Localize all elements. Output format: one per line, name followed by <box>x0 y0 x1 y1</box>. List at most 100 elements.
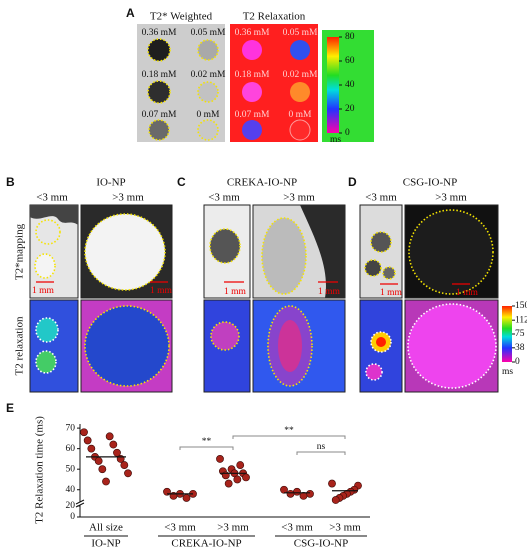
colorbar-tick-label: 75 <box>515 329 525 339</box>
y-tick-label: 40 <box>66 485 76 495</box>
colorbar-tick-label: 60 <box>345 56 355 66</box>
significance-bracket <box>296 451 346 455</box>
point <box>331 496 340 504</box>
conc-label: 0.05 mM <box>191 28 226 38</box>
size-label: <3 mm <box>365 192 397 204</box>
conc-label: 0.18 mM <box>142 70 177 80</box>
point <box>242 473 250 482</box>
significance-bracket <box>179 446 234 450</box>
point <box>105 432 114 441</box>
image-b <box>29 204 173 393</box>
colorbar <box>327 37 339 133</box>
significance-bracket <box>232 435 346 439</box>
point <box>224 479 233 488</box>
axis-break <box>75 499 85 505</box>
y-tick-label: 0 <box>70 512 75 522</box>
size-label: >3 mm <box>283 192 315 204</box>
colorbar-tick-label: 40 <box>345 80 355 90</box>
panel-label: D <box>348 175 357 189</box>
conc-label: 0.05 mM <box>283 28 318 38</box>
scale-label: 1 mm <box>380 288 403 298</box>
conc-label: 0.07 mM <box>142 110 177 120</box>
significance-label: ** <box>284 426 294 436</box>
colorbar-tick-label: 150 <box>515 301 527 311</box>
panel-title: CSG-IO-NP <box>403 177 457 189</box>
scale-label: 1 mm <box>456 288 479 298</box>
size-label: <3 mm <box>36 192 68 204</box>
colorbar-tick-label: 0 <box>345 128 350 138</box>
left-title: T2* Weighted <box>150 11 213 23</box>
point <box>109 440 118 449</box>
colorbar-unit: ms <box>330 135 341 145</box>
colorbar-tick-label: 20 <box>345 104 355 114</box>
panel-title: IO-NP <box>96 177 125 189</box>
colorbar-unit: ms <box>502 367 513 377</box>
point <box>293 487 301 496</box>
conc-label: 0.36 mM <box>235 28 270 38</box>
conc-label: 0.36 mM <box>142 28 177 38</box>
colorbar-tick-label: 38 <box>515 343 525 353</box>
colorbar-tick-label: 112 <box>515 315 527 325</box>
group-label: CREKA-IO-NP <box>171 538 241 550</box>
phantom-wells-t2 <box>242 40 311 141</box>
x-tick-label: <3 mm <box>281 522 313 534</box>
panel-title: CREKA-IO-NP <box>227 177 297 189</box>
point <box>233 475 242 484</box>
point <box>94 457 103 465</box>
panel-label: E <box>6 401 14 415</box>
size-label: >3 mm <box>112 192 144 204</box>
size-label: >3 mm <box>435 192 467 204</box>
point <box>83 436 92 445</box>
row-label: T2*mapping <box>14 223 26 280</box>
panel-label: B <box>6 175 15 189</box>
y-axis-label: T2 Relaxation time (ms) <box>34 416 46 524</box>
point <box>328 479 336 488</box>
right-title: T2 Relaxation <box>243 11 306 23</box>
point <box>87 444 96 453</box>
x-tick-label: <3 mm <box>164 522 196 534</box>
scale-label: 1 mm <box>224 287 247 297</box>
group-label: CSG-IO-NP <box>294 538 348 550</box>
image-c <box>203 204 346 393</box>
panel-label: A <box>126 6 135 20</box>
point <box>102 477 110 486</box>
x-tick-label: All size <box>89 522 123 534</box>
point <box>124 469 132 478</box>
point <box>286 489 295 498</box>
point <box>306 489 314 498</box>
y-tick-label: 50 <box>66 464 76 474</box>
colorbar <box>502 306 512 362</box>
point <box>98 465 107 474</box>
colorbar-tick-label: 0 <box>515 357 520 367</box>
row-label: T2 relaxation <box>14 316 26 375</box>
significance-label: ns <box>317 442 326 452</box>
conc-label: 0.02 mM <box>191 70 226 80</box>
colorbar-tick-label: 80 <box>345 32 355 42</box>
y-tick-label: 70 <box>66 423 76 433</box>
point <box>236 461 245 469</box>
phantom-wells <box>147 38 219 141</box>
conc-label: 0.02 mM <box>283 70 318 80</box>
conc-label: 0.07 mM <box>235 110 270 120</box>
x-tick-label: >3 mm <box>329 522 361 534</box>
x-tick-label: >3 mm <box>217 522 249 534</box>
y-tick-label: 20 <box>66 501 76 511</box>
conc-label: 0 mM <box>289 110 313 120</box>
group-label: IO-NP <box>91 538 120 550</box>
scale-bars: 1 mm 1 mm 1 mm 1 mm 1 mm 1 mm <box>32 281 479 298</box>
scale-label: 1 mm <box>150 286 173 296</box>
point <box>80 428 88 437</box>
significance-label: ** <box>202 437 212 447</box>
panel-label: C <box>177 175 186 189</box>
scale-label: 1 mm <box>32 286 55 296</box>
point <box>120 461 129 469</box>
image-d <box>359 204 499 393</box>
y-tick-label: 60 <box>66 444 76 454</box>
concentration-labels: 0.36 mM 0.05 mM 0.18 mM 0.02 mM 0.07 mM … <box>142 28 318 120</box>
size-label: <3 mm <box>208 192 240 204</box>
panel-titles: B IO-NP <3 mm >3 mm C CREKA-IO-NP <3 mm … <box>6 175 467 375</box>
point <box>216 455 224 463</box>
scale-label: 1 mm <box>318 287 341 297</box>
conc-label: 0 mM <box>197 110 221 120</box>
